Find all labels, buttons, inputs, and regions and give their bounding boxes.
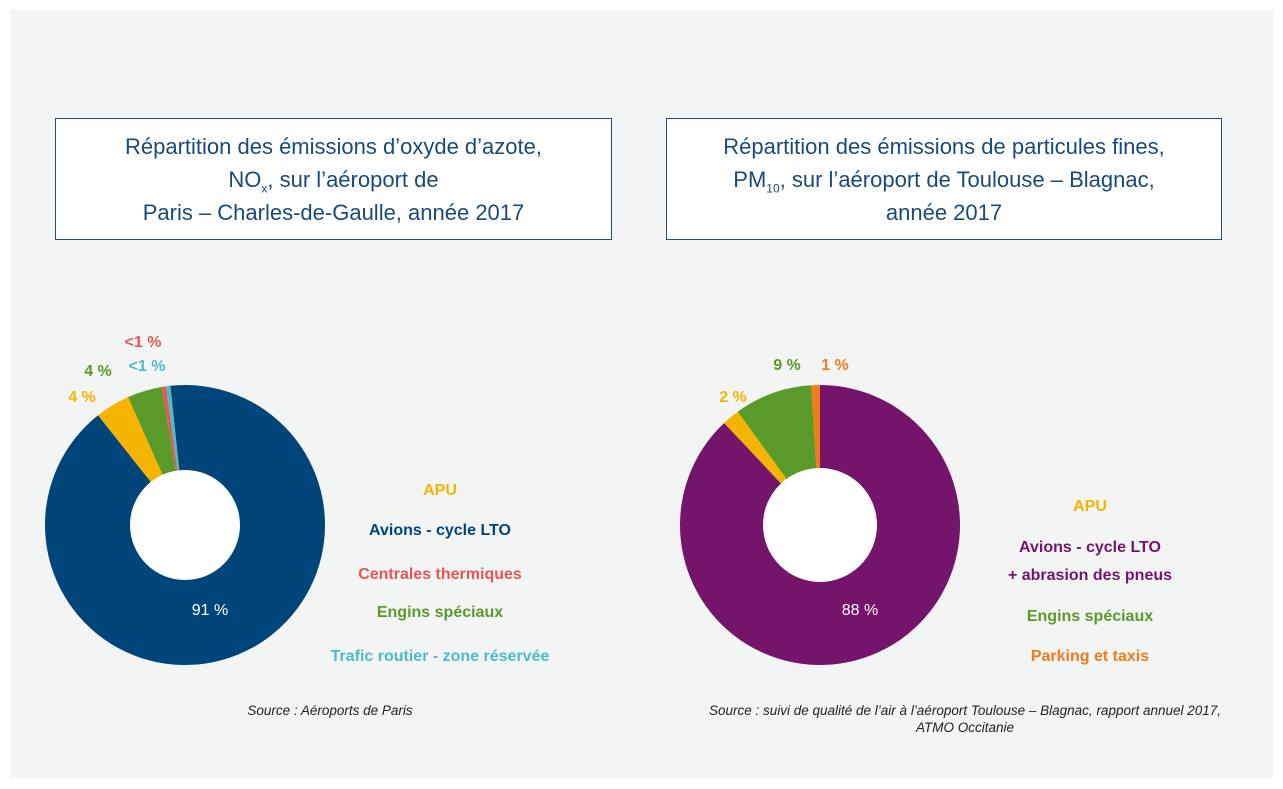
- value-label: 1 %: [821, 357, 849, 374]
- value-label: 2 %: [719, 389, 747, 406]
- value-label: 4 %: [84, 363, 112, 380]
- title-text: , sur l’aéroport de Toulouse – Blagnac,: [779, 166, 1155, 192]
- title-text: année 2017: [885, 199, 1003, 225]
- legend-entry: Engins spéciaux: [1026, 608, 1154, 625]
- title-box: Répartition des émissions d’oxyde d’azot…: [55, 118, 612, 240]
- title-text: PM: [733, 166, 767, 192]
- legend-entry: Parking et taxis: [1030, 648, 1150, 665]
- chart-title: Répartition des émissions de particules …: [723, 130, 1164, 229]
- donut-hole: [763, 468, 877, 582]
- source: Source : Aéroports de Paris: [247, 703, 413, 718]
- value-label: <1 %: [129, 358, 166, 375]
- title-text: Répartition des émissions d’oxyde d’azot…: [124, 133, 542, 159]
- chart-title: Répartition des émissions d’oxyde d’azot…: [125, 130, 542, 229]
- legend-entry: APU: [1073, 498, 1107, 515]
- legend-entry: Trafic routier - zone réservée: [330, 648, 550, 665]
- title-text: Paris – Charles-de-Gaulle, année 2017: [142, 199, 525, 225]
- legend-entry: Avions - cycle LTO: [369, 522, 511, 539]
- title-text: , sur l’aéroport de: [267, 166, 439, 192]
- title-subscript: x: [261, 180, 268, 195]
- title-text: Répartition des émissions de particules …: [723, 133, 1165, 159]
- legend-entry: Centrales thermiques: [358, 566, 522, 583]
- value-label: <1 %: [125, 334, 162, 351]
- value-label: 9 %: [773, 357, 801, 374]
- donut-hole: [130, 470, 240, 580]
- source: Source : suivi de qualité de l’air à l’a…: [708, 703, 1222, 735]
- legend-entry: Avions - cycle LTO + abrasion des pneus: [1007, 539, 1173, 584]
- title-subscript: 10: [766, 180, 780, 195]
- legend-entry: Engins spéciaux: [376, 604, 504, 621]
- legend-entry: APU: [423, 482, 457, 499]
- title-box: Répartition des émissions de particules …: [666, 118, 1222, 240]
- value-label: 91 %: [192, 602, 228, 619]
- value-label: 88 %: [842, 602, 878, 619]
- value-label: 4 %: [68, 389, 96, 406]
- title-text: NO: [228, 166, 262, 192]
